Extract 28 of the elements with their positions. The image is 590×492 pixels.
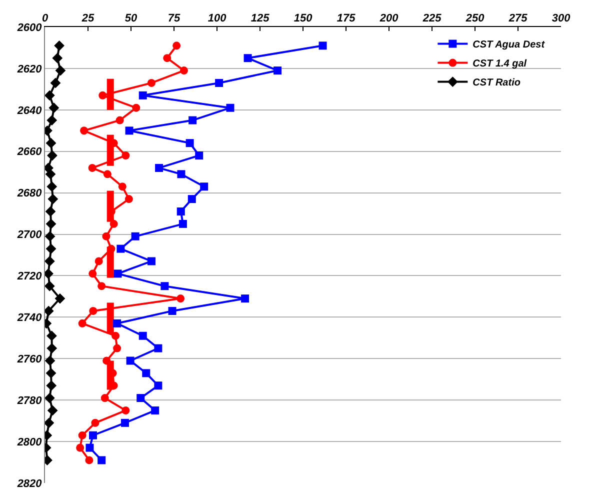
y-tick-label: 2720 bbox=[16, 270, 43, 283]
y-tick-label: 2640 bbox=[16, 104, 43, 117]
x-tick-label: 200 bbox=[378, 12, 400, 25]
x-tick-label: 75 bbox=[168, 12, 181, 25]
x-tick-label: 300 bbox=[552, 12, 572, 25]
x-tick-label: 125 bbox=[250, 12, 270, 25]
y-tick-label: 2820 bbox=[16, 478, 43, 490]
x-tick-label: 275 bbox=[508, 12, 528, 25]
x-tick-label: 250 bbox=[464, 12, 486, 25]
y-tick-label: 2600 bbox=[16, 22, 43, 34]
legend-label: CST Ratio bbox=[472, 78, 520, 89]
y-tick-label: 2740 bbox=[16, 312, 43, 324]
legend-label: CST 1.4 gal bbox=[472, 58, 527, 70]
y-tick-label: 2620 bbox=[16, 63, 43, 76]
y-tick-label: 2800 bbox=[16, 436, 43, 448]
y-tick-label: 2660 bbox=[16, 146, 43, 158]
x-tick-label: 0 bbox=[42, 12, 49, 25]
x-tick-label: 175 bbox=[336, 12, 356, 25]
x-tick-label: 225 bbox=[422, 12, 442, 25]
y-tick-label: 2700 bbox=[16, 229, 43, 242]
x-tick-label: 25 bbox=[80, 12, 95, 25]
x-tick-label: 150 bbox=[294, 12, 314, 25]
legend-label: CST Agua Dest bbox=[472, 40, 546, 51]
x-tick-label: 50 bbox=[124, 12, 138, 25]
y-tick-label: 2780 bbox=[16, 394, 43, 407]
y-tick-label: 2680 bbox=[16, 188, 43, 200]
y-tick-label: 2760 bbox=[16, 353, 43, 366]
x-tick-label: 100 bbox=[208, 12, 228, 25]
